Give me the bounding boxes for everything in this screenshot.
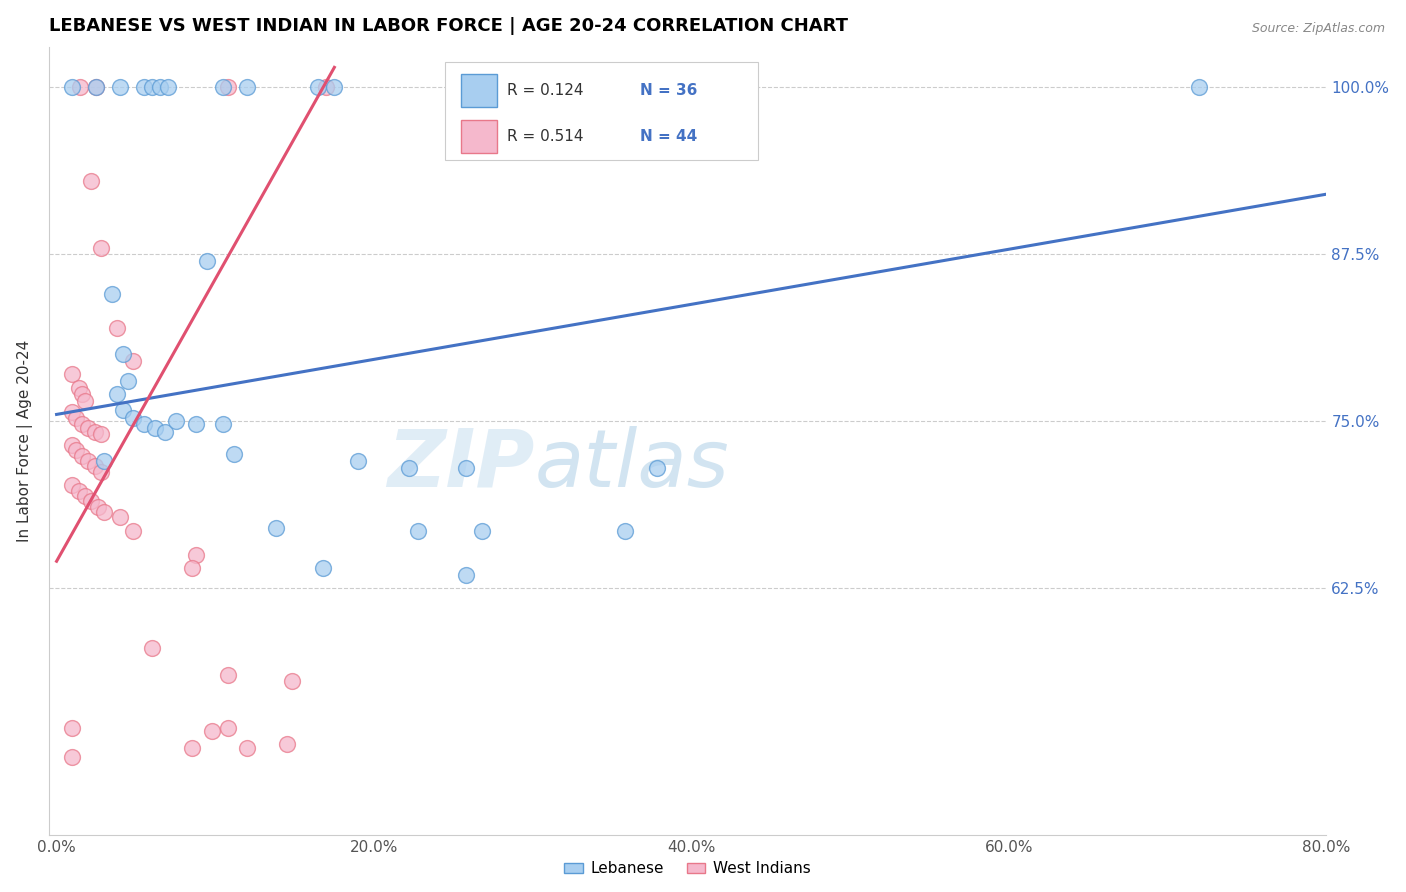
Point — [67, 381, 90, 395]
FancyBboxPatch shape — [444, 62, 758, 160]
Text: N = 36: N = 36 — [640, 83, 697, 98]
Point — [280, 674, 302, 689]
Point — [224, 447, 246, 461]
Point — [276, 737, 298, 751]
Point — [212, 80, 235, 95]
Point — [121, 524, 143, 538]
Point — [398, 460, 420, 475]
Point — [67, 483, 90, 498]
Point — [121, 354, 143, 368]
Point — [105, 387, 128, 401]
Point — [69, 80, 91, 95]
Point — [108, 510, 131, 524]
Point — [347, 454, 370, 468]
Point — [70, 449, 93, 463]
FancyBboxPatch shape — [461, 74, 498, 107]
Point — [105, 320, 128, 334]
Text: R = 0.124: R = 0.124 — [508, 83, 583, 98]
Point — [471, 524, 494, 538]
Text: LEBANESE VS WEST INDIAN IN LABOR FORCE | AGE 20-24 CORRELATION CHART: LEBANESE VS WEST INDIAN IN LABOR FORCE |… — [49, 17, 848, 35]
Legend: Lebanese, West Indians: Lebanese, West Indians — [558, 855, 817, 882]
Y-axis label: In Labor Force | Age 20-24: In Labor Force | Age 20-24 — [17, 340, 32, 542]
Point — [62, 80, 84, 95]
Point — [156, 80, 179, 95]
Text: Source: ZipAtlas.com: Source: ZipAtlas.com — [1251, 22, 1385, 36]
Point — [90, 241, 112, 255]
Point — [217, 667, 239, 681]
Point — [80, 494, 103, 508]
Point — [90, 427, 112, 442]
Point — [180, 741, 202, 756]
Point — [236, 741, 259, 756]
Point — [186, 548, 208, 562]
Point — [70, 417, 93, 431]
Point — [1188, 80, 1211, 95]
Point — [83, 425, 105, 439]
Point — [77, 454, 100, 468]
Point — [217, 80, 239, 95]
Point — [62, 478, 84, 492]
Point — [132, 417, 155, 431]
Point — [645, 460, 668, 475]
Point — [112, 347, 135, 361]
Point — [84, 80, 107, 95]
Point — [456, 460, 478, 475]
Point — [101, 287, 124, 301]
Point — [132, 80, 155, 95]
Text: ZIP: ZIP — [387, 425, 534, 504]
Point — [80, 174, 103, 188]
Point — [87, 500, 110, 514]
Point — [62, 438, 84, 452]
Point — [456, 567, 478, 582]
Point — [93, 454, 115, 468]
Point — [236, 80, 259, 95]
Point — [141, 80, 163, 95]
Point — [180, 561, 202, 575]
Point — [217, 721, 239, 735]
Text: N = 44: N = 44 — [640, 128, 697, 144]
Point — [315, 80, 337, 95]
Point — [75, 394, 97, 409]
Point — [93, 505, 115, 519]
Point — [613, 524, 636, 538]
Point — [312, 561, 335, 575]
Point — [141, 640, 163, 655]
FancyBboxPatch shape — [461, 120, 498, 153]
Point — [195, 253, 218, 268]
Point — [77, 421, 100, 435]
Point — [65, 411, 87, 425]
Point — [70, 387, 93, 401]
Point — [62, 405, 84, 419]
Point — [112, 403, 135, 417]
Point — [121, 411, 143, 425]
Point — [149, 80, 172, 95]
Point — [212, 417, 235, 431]
Point — [62, 368, 84, 382]
Text: atlas: atlas — [534, 425, 728, 504]
Point — [65, 443, 87, 458]
Point — [62, 750, 84, 764]
Point — [84, 80, 107, 95]
Text: R = 0.514: R = 0.514 — [508, 128, 583, 144]
Point — [143, 421, 166, 435]
Point — [201, 723, 224, 738]
Point — [108, 80, 131, 95]
Point — [83, 459, 105, 474]
Point — [408, 524, 430, 538]
Point — [308, 80, 330, 95]
Point — [153, 425, 176, 439]
Point — [90, 465, 112, 479]
Point — [75, 489, 97, 503]
Point — [186, 417, 208, 431]
Point — [62, 721, 84, 735]
Point — [117, 374, 139, 388]
Point — [323, 80, 346, 95]
Point — [264, 521, 287, 535]
Point — [165, 414, 187, 428]
